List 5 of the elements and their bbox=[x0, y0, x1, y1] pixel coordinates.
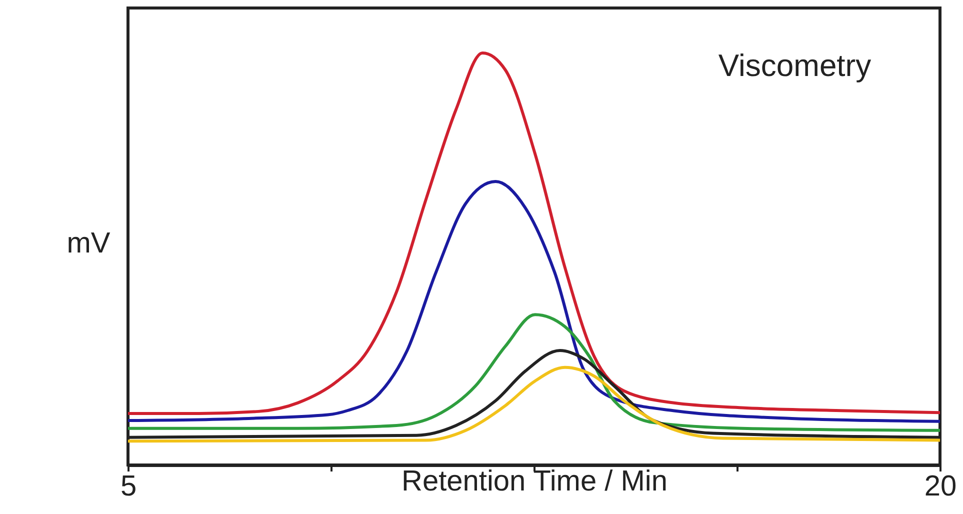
x-tick-label: 20 bbox=[924, 470, 957, 502]
chart-title: Viscometry bbox=[718, 48, 872, 83]
x-axis-title: Retention Time / Min bbox=[402, 466, 668, 498]
x-tick-label: 5 bbox=[120, 470, 137, 502]
y-axis-title: mV bbox=[66, 228, 111, 260]
